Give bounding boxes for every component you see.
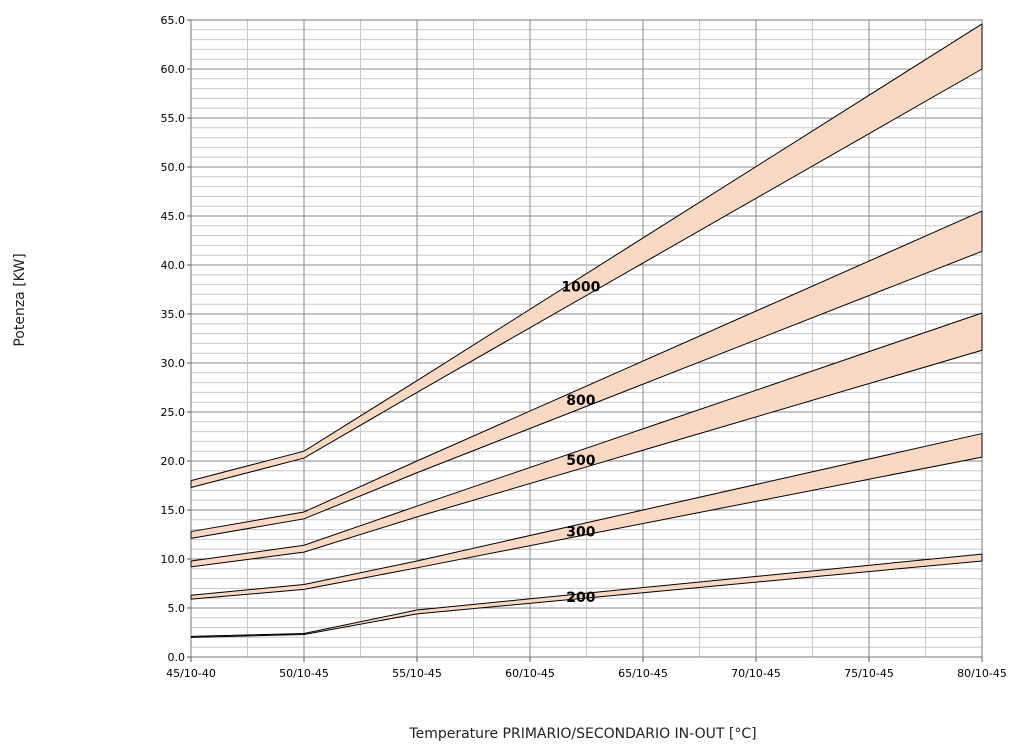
series-lower-line-500 (190, 349, 983, 568)
series-lower-line-1000 (190, 68, 983, 488)
y-tick-label: 55.0 (161, 112, 186, 125)
bands (191, 23, 982, 638)
series-upper-line-1000 (190, 23, 983, 482)
y-tick-label: 40.0 (161, 259, 186, 272)
x-tick-label: 45/10-40 (166, 667, 216, 680)
y-tick-label: 45.0 (161, 210, 186, 223)
x-tick-label: 65/10-45 (618, 667, 668, 680)
x-tick-label: 50/10-45 (279, 667, 329, 680)
series-labels: 1000 800 500 300 200 (561, 280, 600, 607)
x-ticks: 45/10-40 50/10-45 55/10-45 60/10-45 65/10-45… (166, 657, 1007, 680)
y-tick-label: 15.0 (161, 504, 186, 517)
y-tick-label: 50.0 (161, 161, 186, 174)
y-axis-title: Potenza [KW] (12, 253, 28, 346)
x-axis-title: Temperature PRIMARIO/SECONDARIO IN-OUT [… (408, 726, 756, 742)
series-lower-line-800 (190, 250, 983, 539)
x-tick-label: 60/10-45 (505, 667, 555, 680)
y-tick-label: 20.0 (161, 455, 186, 468)
series-label-300: 300 (566, 525, 595, 541)
y-tick-label: 65.0 (161, 14, 186, 27)
series-upper-line-500 (190, 312, 983, 562)
x-tick-label: 80/10-45 (957, 667, 1007, 680)
x-tick-label: 70/10-45 (731, 667, 781, 680)
x-tick-label: 75/10-45 (844, 667, 894, 680)
series-lines (190, 23, 983, 638)
band-200 (191, 554, 982, 638)
y-tick-label: 30.0 (161, 357, 186, 370)
series-upper-line-200 (190, 553, 983, 637)
y-tick-label: 0.0 (168, 651, 186, 664)
y-tick-label: 25.0 (161, 406, 186, 419)
y-tick-label: 35.0 (161, 308, 186, 321)
series-lower-line-300 (190, 456, 983, 600)
y-tick-label: 60.0 (161, 63, 186, 76)
y-tick-label: 10.0 (161, 553, 186, 566)
series-label-500: 500 (566, 453, 595, 469)
series-upper-line-800 (190, 210, 983, 533)
series-label-800: 800 (566, 393, 595, 409)
y-ticks: 0.0 5.0 10.0 15.0 20.0 25.0 30.0 35.0 40.0 45.0 50… (161, 14, 191, 664)
series-label-200: 200 (566, 590, 595, 606)
y-tick-label: 5.0 (168, 602, 186, 615)
series-lower-line-200 (190, 560, 983, 638)
series-upper-line-300 (190, 433, 983, 596)
x-tick-label: 55/10-45 (392, 667, 442, 680)
series-label-1000: 1000 (561, 280, 600, 296)
